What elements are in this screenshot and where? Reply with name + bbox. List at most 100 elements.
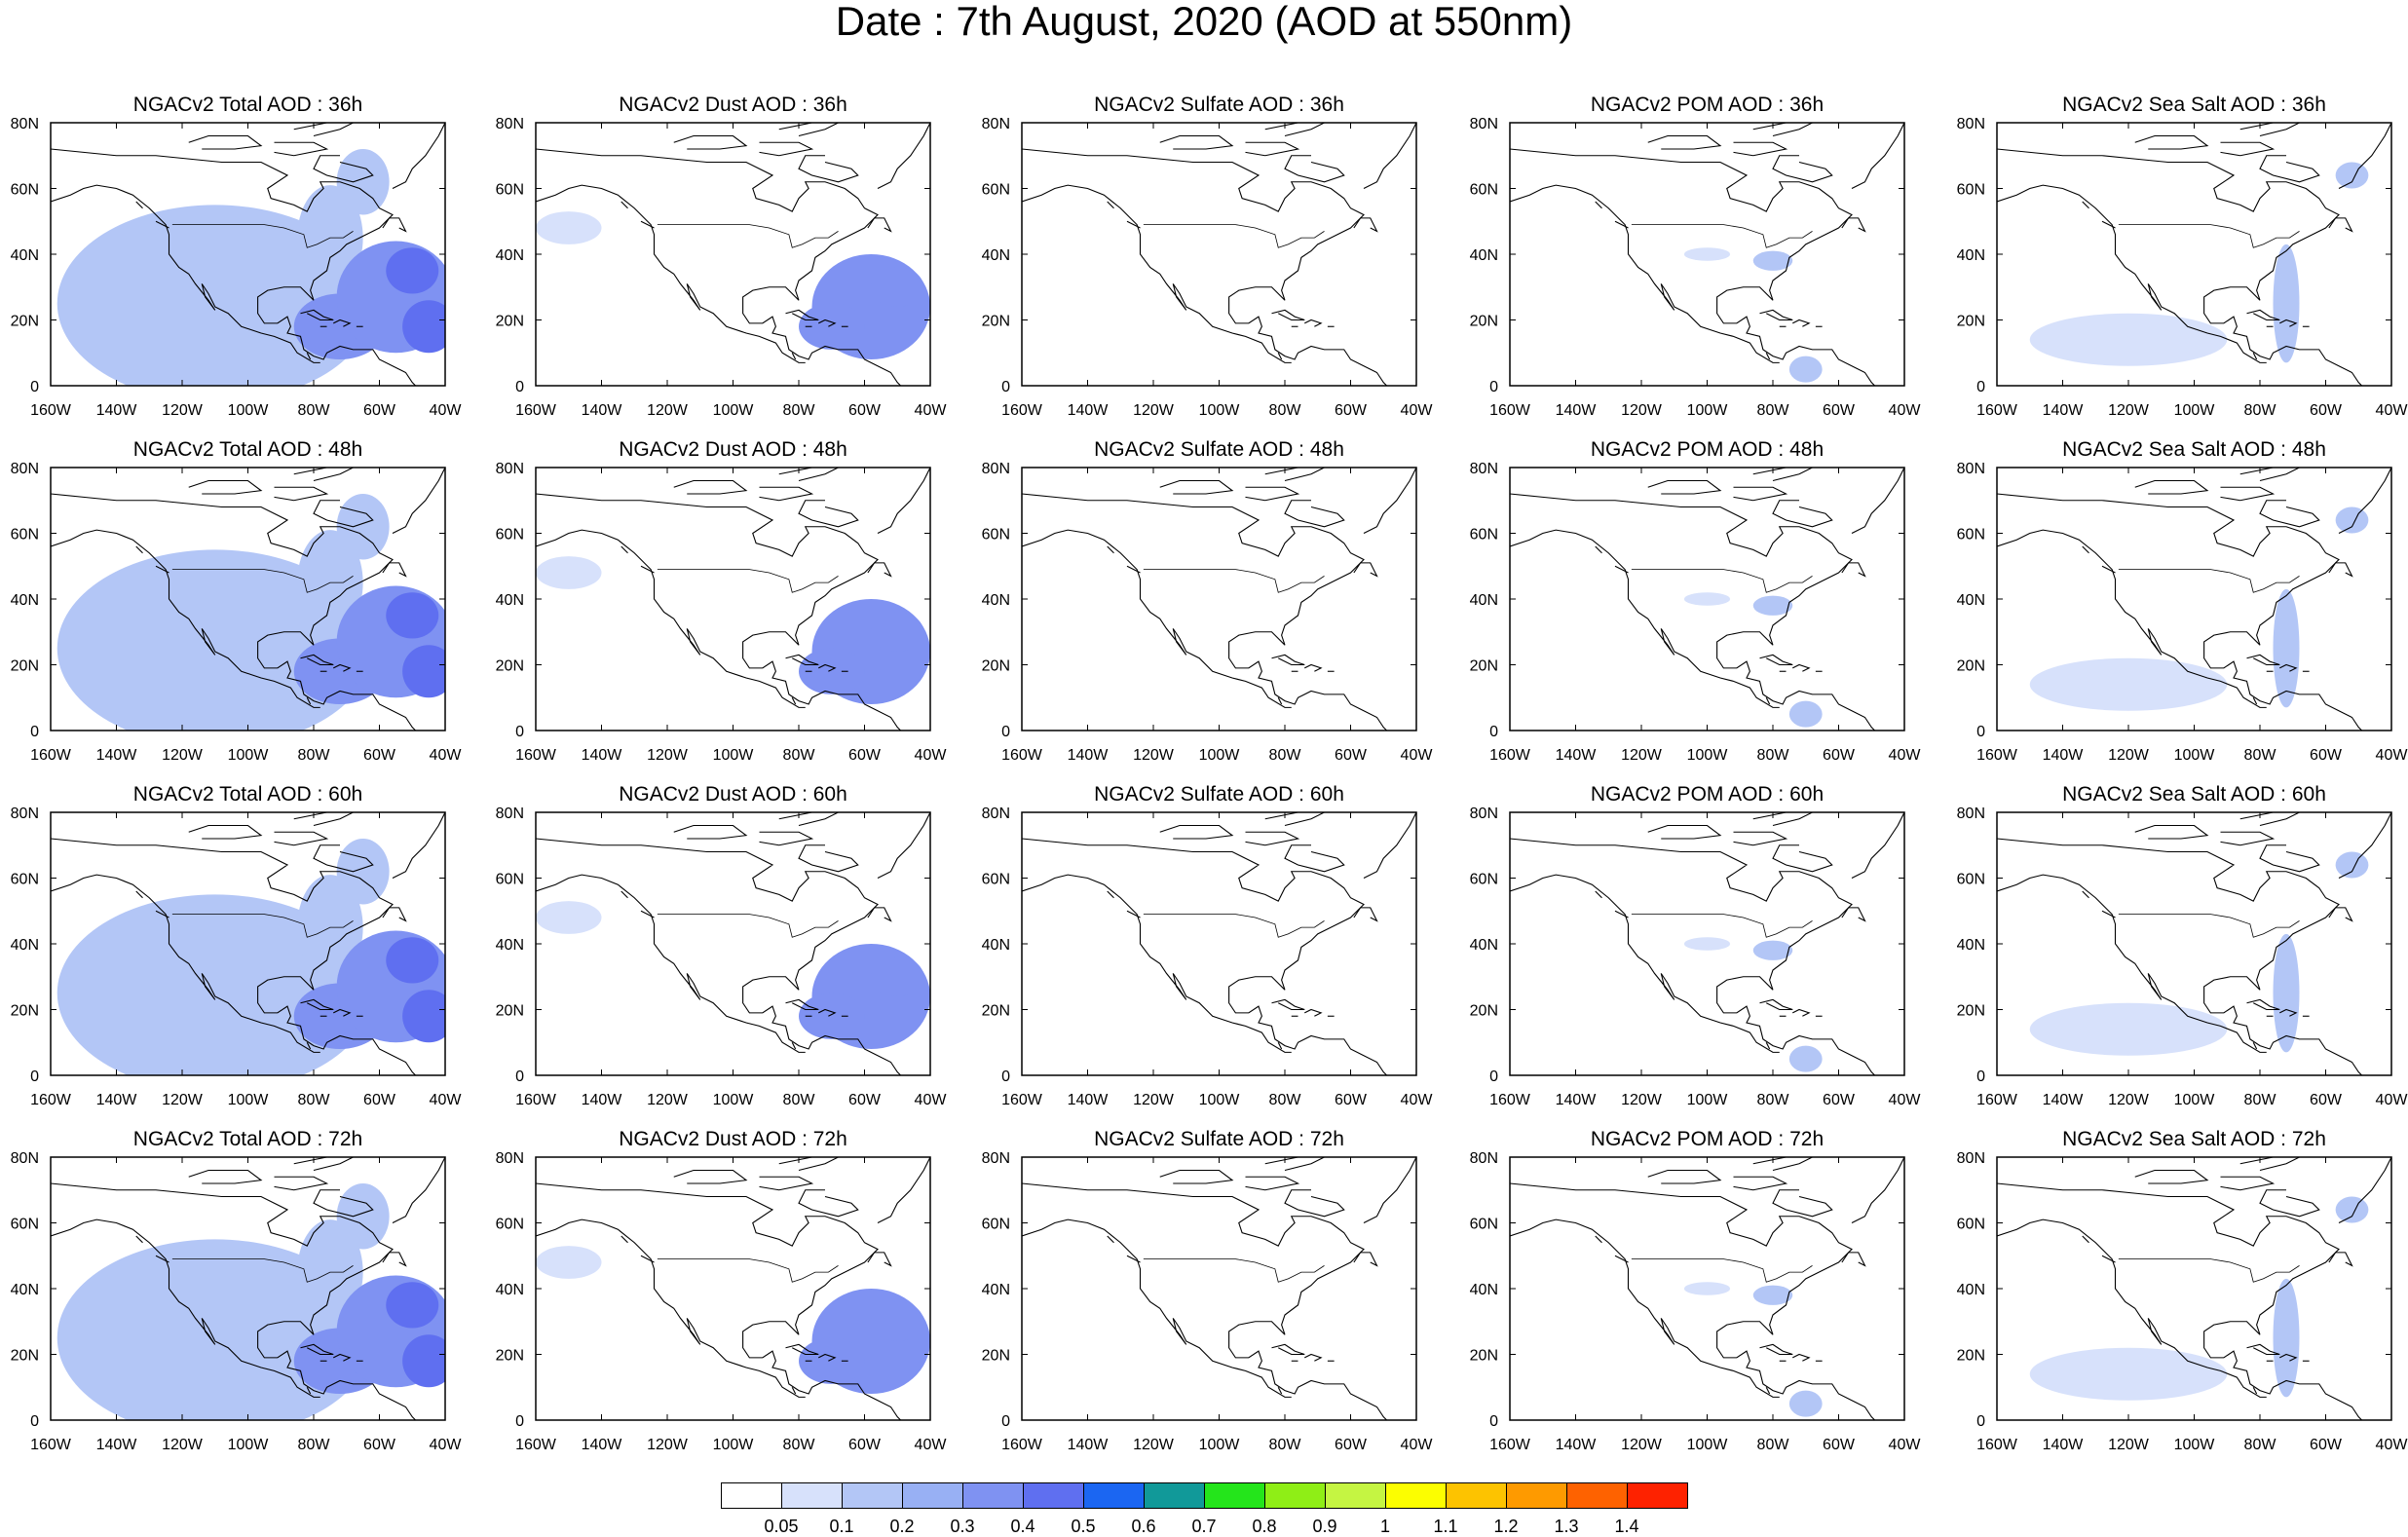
coastline: [1284, 844, 1345, 873]
coastline: [621, 201, 628, 209]
lat-tick-label: 80N: [1470, 806, 1498, 822]
aod-shading: [386, 247, 439, 294]
lon-tick-label: 120W: [1621, 402, 1663, 419]
coastline: [759, 831, 814, 846]
coastline: [1614, 565, 1629, 574]
coastline: [1264, 123, 1326, 137]
coastline: [536, 184, 806, 363]
lon-tick-label: 60W: [1335, 747, 1368, 764]
lat-tick-label: 80N: [1957, 116, 1985, 132]
lat-tick-label: 40N: [982, 1282, 1010, 1298]
lon-tick-label: 80W: [2244, 747, 2277, 764]
coastline: [386, 1157, 445, 1223]
coastline: [1353, 562, 1378, 578]
coastline: [2332, 123, 2391, 189]
coastline: [2259, 844, 2320, 873]
coastline: [274, 486, 329, 502]
coastline: [333, 319, 352, 327]
coastline: [1772, 155, 1833, 183]
coastline: [51, 838, 417, 1075]
aod-shading: [799, 648, 865, 694]
coastline: [2328, 1252, 2353, 1267]
lat-tick-label: 80N: [1470, 1150, 1498, 1167]
lat-tick-label: 80N: [11, 116, 39, 132]
lon-tick-label: 140W: [582, 1092, 623, 1108]
lon-tick-label: 60W: [363, 1437, 396, 1453]
lat-tick-label: 20N: [11, 1003, 39, 1020]
coastline: [1159, 1169, 1234, 1184]
country-border: [2118, 1258, 2300, 1283]
lon-tick-label: 140W: [1068, 402, 1110, 419]
colorbar-swatch: [721, 1482, 782, 1509]
lat-tick-label: 20N: [11, 314, 39, 330]
coastline: [135, 545, 143, 554]
coastline: [2252, 1387, 2258, 1395]
lon-tick-label: 160W: [1489, 1092, 1531, 1108]
lat-tick-label: 80N: [1957, 1150, 1985, 1167]
lon-tick-label: 160W: [1976, 1437, 2018, 1453]
aod-shading: [2273, 588, 2300, 708]
lat-tick-label: 20N: [11, 658, 39, 675]
lon-tick-label: 160W: [515, 747, 557, 764]
coastline: [51, 1218, 320, 1398]
lon-tick-label: 60W: [1335, 1437, 1368, 1453]
country-border: [2118, 914, 2300, 938]
aod-shading: [2273, 1278, 2300, 1398]
country-border: [2118, 569, 2300, 593]
coastline: [2332, 1157, 2391, 1223]
coastline: [536, 874, 806, 1053]
coastline: [1997, 148, 2363, 386]
coastline: [1264, 1157, 1326, 1172]
coastline: [1510, 184, 1780, 363]
lat-tick-label: 40N: [1957, 1282, 1985, 1298]
map-panel: NGACv2 Sea Salt AOD : 36h 160W 140W 120W 100…: [1957, 94, 2408, 419]
lon-tick-label: 40W: [1889, 402, 1922, 419]
aod-shading: [871, 612, 924, 652]
coastline: [1997, 529, 2267, 708]
lon-tick-label: 40W: [2376, 1092, 2408, 1108]
map-panel: NGACv2 Sea Salt AOD : 72h 160W 140W 120W 100…: [1957, 1128, 2408, 1453]
coastline: [300, 654, 334, 666]
coastline: [51, 529, 320, 708]
coastline: [1277, 1387, 1283, 1395]
lon-tick-label: 40W: [1401, 402, 1434, 419]
lat-tick-label: 0: [515, 1413, 524, 1430]
coastline: [2252, 697, 2258, 705]
coastline: [778, 123, 840, 137]
coastline: [2134, 1169, 2209, 1184]
aod-shading: [2029, 313, 2228, 366]
coastline: [1765, 697, 1771, 705]
lon-tick-label: 100W: [1199, 747, 1241, 764]
coastline: [1264, 812, 1326, 827]
coastline: [2279, 1353, 2298, 1362]
map-panel: NGACv2 POM AOD : 60h 160W 140W 120W 100W 80W 6…: [1470, 783, 1922, 1108]
lat-tick-label: 60N: [1470, 1217, 1498, 1233]
lon-tick-label: 60W: [2310, 402, 2343, 419]
coastline: [1022, 1182, 1388, 1420]
lat-tick-label: 20N: [496, 1003, 524, 1020]
aod-shading: [871, 1301, 924, 1341]
coastline: [1304, 319, 1323, 327]
lat-tick-label: 60N: [1470, 872, 1498, 888]
coastline: [1126, 910, 1141, 918]
coastline: [621, 1235, 628, 1244]
coastline: [2246, 1343, 2280, 1356]
coastline: [2101, 910, 2116, 918]
coastline: [1357, 812, 1416, 879]
coastline: [536, 838, 902, 1075]
lon-tick-label: 120W: [162, 402, 204, 419]
lat-tick-label: 0: [1489, 724, 1498, 740]
lon-tick-label: 100W: [228, 747, 270, 764]
lat-tick-label: 80N: [1470, 461, 1498, 477]
coastline: [1647, 1169, 1722, 1184]
colorbar-swatch: [1023, 1482, 1084, 1509]
lon-tick-label: 40W: [430, 402, 463, 419]
coastline: [2134, 824, 2209, 840]
coastline: [871, 812, 930, 879]
lon-tick-label: 160W: [30, 747, 72, 764]
coastline: [293, 468, 355, 482]
colorbar-swatch: [1083, 1482, 1145, 1509]
lat-tick-label: 20N: [11, 1348, 39, 1365]
map-panel: NGACv2 Sea Salt AOD : 60h 160W 140W 120W 100…: [1957, 783, 2408, 1108]
coastline: [333, 1353, 352, 1362]
